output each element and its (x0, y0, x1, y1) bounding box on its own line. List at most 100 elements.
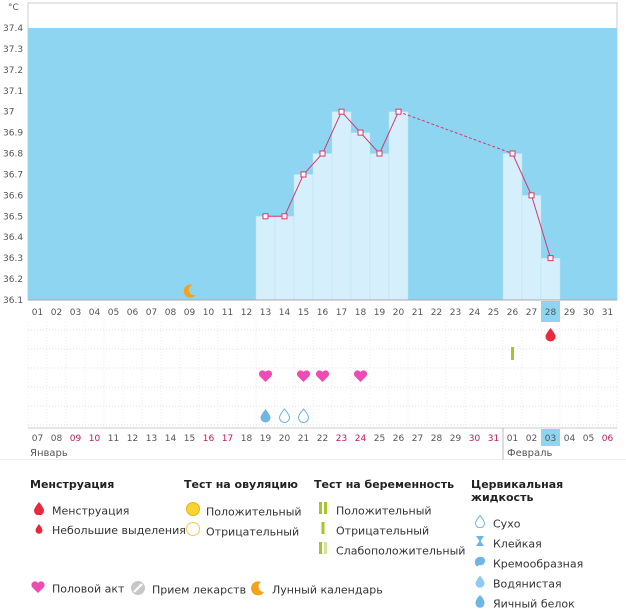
temperature-bar (369, 153, 390, 301)
legend: Менструация Менструация Небольшие выделе… (0, 478, 626, 611)
series-segment (322, 111, 342, 154)
legend-title-menstruation: Менструация (30, 478, 115, 491)
legend-item: Отрицательный (184, 521, 302, 541)
legend-ovulation-test: Тест на овуляцию Положительный Отрицател… (184, 478, 302, 541)
watery-drop-icon (471, 574, 489, 595)
cycle-day-axis: 01 02 03 04 05 06 07 08 09 10 11 12 13 14 15 16 17 18 19 20… (28, 299, 617, 322)
faint-double-bar-icon (314, 541, 332, 562)
series-segment (512, 153, 532, 196)
heart-icon (353, 370, 368, 382)
date-label: 07 (32, 434, 43, 444)
month-label-january: Январь (30, 448, 68, 459)
dry-drop-icon (278, 408, 291, 423)
legend-label: Отрицательный (336, 524, 430, 538)
y-tick-label: 36.4 (3, 233, 23, 243)
y-tick-label: 36.7 (3, 170, 23, 180)
temperature-unit-label: °C (8, 3, 19, 13)
legend-label: Слабоположительный (336, 544, 466, 558)
heart-icon (30, 580, 48, 599)
y-tick-label: 36.8 (3, 150, 23, 160)
cycle-day-label: 17 (336, 308, 347, 318)
symptom-grid (27, 322, 618, 428)
small-drop-icon (30, 521, 48, 541)
date-label: 31 (488, 434, 499, 444)
cycle-day-label: 20 (393, 308, 405, 318)
legend-title-cervical-fluid: Цервикальная жидкость (471, 478, 564, 504)
legend-item: Лунный календарь (250, 580, 383, 601)
cycle-day-label: 08 (165, 308, 177, 318)
temperature-bar (274, 216, 295, 301)
cycle-day-label: 15 (298, 308, 309, 318)
legend-title-ovulation-test: Тест на овуляцию (184, 478, 298, 491)
y-tick-label: 37.1 (3, 87, 23, 97)
date-label: 13 (146, 434, 157, 444)
y-tick-label: 37.4 (3, 24, 23, 34)
data-point (300, 171, 307, 178)
cycle-day-label: 21 (412, 308, 423, 318)
temperature-bars (255, 111, 561, 301)
date-label: 09 (70, 434, 82, 444)
data-point (338, 108, 345, 115)
egg-white-drop-icon (471, 594, 489, 615)
legend-label: Прием лекарств (152, 583, 247, 597)
date-label: 20 (279, 434, 291, 444)
cycle-day-label: 23 (450, 308, 461, 318)
data-point (357, 129, 364, 136)
cycle-day-label: 27 (526, 308, 537, 318)
heart-icon (315, 370, 330, 382)
cycle-day-label: 31 (602, 308, 613, 318)
date-label: 19 (260, 434, 272, 444)
date-label: 18 (241, 434, 253, 444)
dashed-gap-line (398, 111, 513, 155)
legend-item: Половой акт (30, 580, 124, 599)
temperature-bar (388, 111, 409, 301)
date-label: 16 (203, 434, 215, 444)
single-bar-icon (314, 521, 332, 542)
cycle-day-label: 03 (70, 308, 81, 318)
cycle-day-label: 07 (146, 308, 157, 318)
legend-item: Слабоположительный (314, 541, 465, 561)
legend-menstruation: Менструация Менструация Небольшие выделе… (30, 478, 186, 541)
legend-item: Кремообразная (471, 554, 626, 574)
date-label: 10 (89, 434, 101, 444)
cycle-day-label: 28 (545, 308, 557, 318)
date-label: 11 (108, 434, 119, 444)
cycle-day-label: 22 (431, 308, 442, 318)
date-label: 21 (298, 434, 309, 444)
legend-label: Отрицательный (206, 525, 300, 539)
date-label: 22 (317, 434, 328, 444)
ovulation-test-icon (511, 347, 514, 360)
legend-item: Клейкая (471, 534, 626, 554)
legend-label: Положительный (336, 504, 432, 518)
y-axis: 36.1 36.2 36.3 36.4 36.5 36.6 36.7 36.8 36.9 37 37… (3, 24, 23, 306)
heart-icon (258, 370, 273, 382)
legend-item: Отрицательный (314, 521, 465, 541)
cycle-day-label: 25 (488, 308, 499, 318)
pill-icon (130, 580, 148, 601)
cycle-day-label: 10 (203, 308, 215, 318)
date-label: 04 (564, 434, 576, 444)
egg-white-drop-icon (260, 409, 271, 423)
legend-label: Менструация (52, 504, 130, 518)
legend-label: Яичный белок (493, 597, 575, 611)
series-segment (284, 174, 304, 217)
date-label: 30 (469, 434, 481, 444)
cycle-day-label: 18 (355, 308, 367, 318)
temperature-bar (331, 111, 352, 301)
y-tick-label: 36.3 (3, 254, 23, 264)
filled-circle-icon (184, 501, 202, 524)
moon-icon (250, 580, 268, 601)
cycle-day-label: 16 (317, 308, 329, 318)
cycle-day-label: 02 (51, 308, 62, 318)
data-point (509, 150, 516, 157)
y-tick-label: 36.9 (3, 129, 23, 139)
dry-drop-icon (297, 408, 310, 423)
data-point (281, 213, 288, 220)
y-tick-label: 37.2 (3, 66, 23, 76)
legend-label: Клейкая (493, 537, 542, 551)
date-label: 27 (412, 434, 423, 444)
legend-title-pregnancy-test: Тест на беременность (314, 478, 455, 491)
cycle-day-label: 06 (127, 308, 139, 318)
y-tick-label: 36.1 (3, 296, 23, 306)
y-tick-label: 37 (3, 108, 14, 118)
